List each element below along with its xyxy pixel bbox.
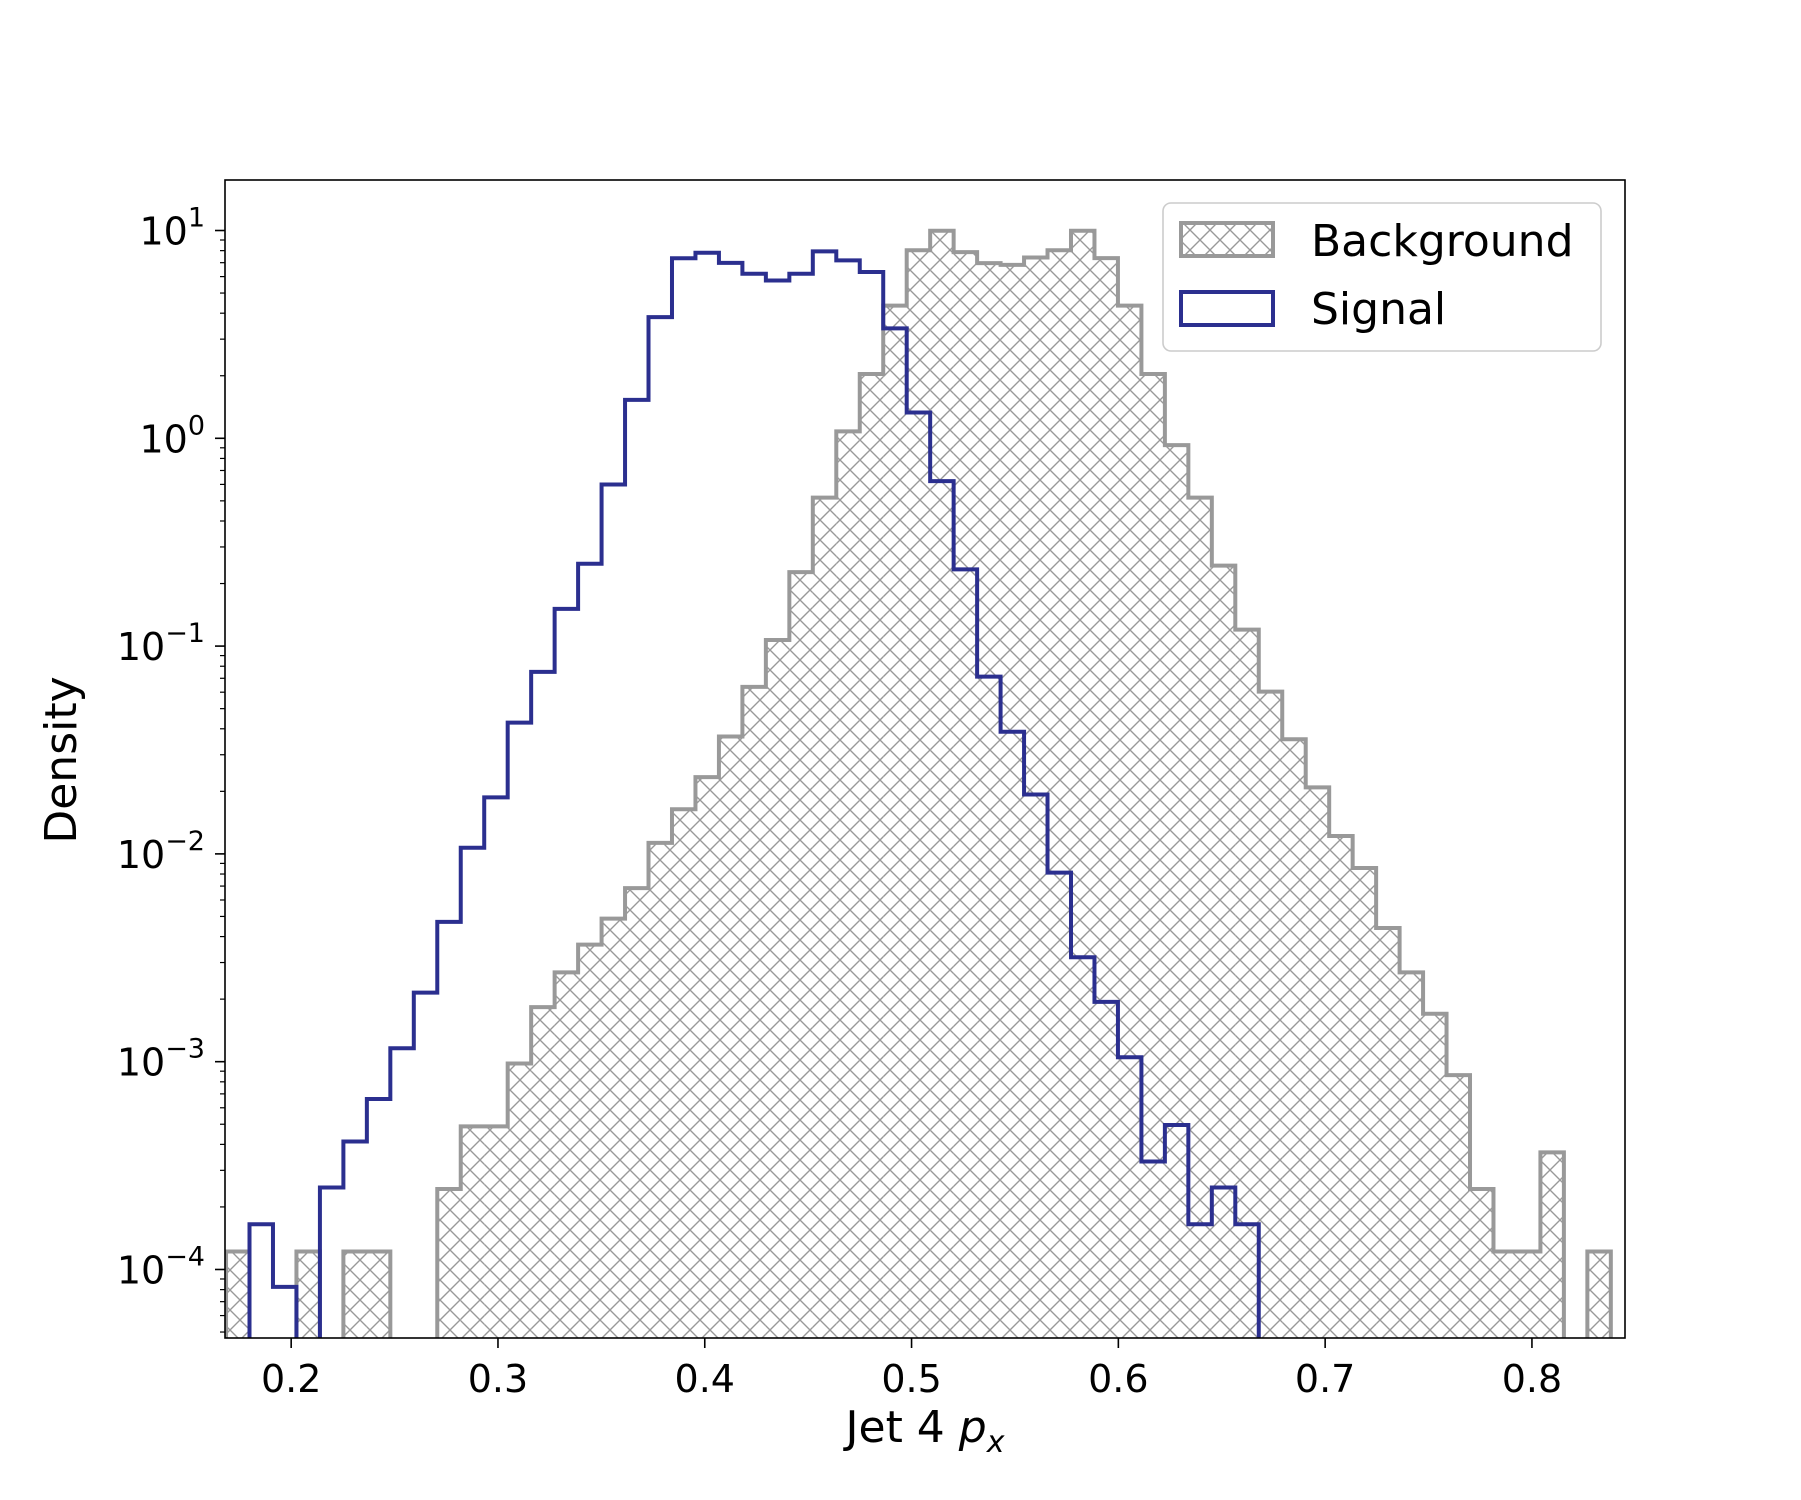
background-bar xyxy=(1376,927,1400,1338)
background-bar xyxy=(1470,1188,1494,1338)
background-bar xyxy=(1399,972,1424,1338)
background-bar xyxy=(930,230,954,1338)
background-bar xyxy=(1070,230,1095,1338)
y-tick-label: 101 xyxy=(139,203,205,254)
y-axis: 101 100 10−1 10−2 10−3 10−4 xyxy=(117,203,225,1333)
y-tick-label: 10−4 xyxy=(117,1241,205,1292)
background-bar xyxy=(1117,305,1142,1338)
y-tick-label: 100 xyxy=(139,410,205,461)
background-bar xyxy=(1423,1013,1447,1338)
background-bar xyxy=(484,1126,508,1338)
y-tick-label: 10−3 xyxy=(117,1034,205,1085)
background-bar xyxy=(1282,739,1306,1338)
background-bar xyxy=(226,1251,250,1338)
background-bar xyxy=(1658,1252,1681,1338)
background-bar xyxy=(906,250,931,1338)
x-tick-label: 0.4 xyxy=(675,1357,735,1401)
x-tick-label: 0.2 xyxy=(261,1357,321,1401)
background-bar xyxy=(1305,787,1330,1338)
signal-outline xyxy=(247,249,1261,1338)
background-bar xyxy=(671,809,696,1338)
background-bar xyxy=(648,842,672,1338)
background-bar xyxy=(1540,1152,1564,1338)
background-bar xyxy=(1634,1252,1657,1338)
background-outline xyxy=(225,228,1613,1338)
legend-swatch-signal xyxy=(1179,290,1275,327)
legend-swatch-background xyxy=(1179,221,1275,258)
background-bar xyxy=(718,736,743,1338)
x-tick-label: 0.8 xyxy=(1502,1357,1562,1401)
x-axis-title: Jet 4 px xyxy=(843,1402,1005,1460)
background-bar xyxy=(859,373,884,1338)
x-axis-title-sub: x xyxy=(986,1425,1005,1460)
background-bar xyxy=(742,686,766,1338)
background-bar xyxy=(765,639,790,1338)
background-bar xyxy=(554,972,579,1338)
background-bar xyxy=(1211,565,1236,1338)
background-bar xyxy=(507,1063,532,1338)
y-axis-title: Density xyxy=(36,676,87,843)
legend-label-signal: Signal xyxy=(1311,284,1446,335)
background-bar xyxy=(601,918,626,1338)
background-bar xyxy=(1000,264,1025,1338)
background-bar xyxy=(1493,1251,1517,1338)
background-bar xyxy=(1352,868,1377,1338)
background-bar xyxy=(1188,497,1212,1338)
background-histogram xyxy=(225,228,1681,1338)
y-tick-label: 10−2 xyxy=(117,826,205,877)
plot-frame xyxy=(224,179,1626,1339)
x-tick-label: 0.3 xyxy=(468,1357,528,1401)
legend-label-background: Background xyxy=(1311,216,1574,267)
background-bar xyxy=(366,1251,391,1338)
background-bar xyxy=(883,305,907,1338)
background-bar xyxy=(1047,250,1071,1338)
background-bar xyxy=(578,944,602,1338)
background-bar xyxy=(437,1188,461,1338)
x-axis: 0.2 0.3 0.4 0.5 0.6 0.7 0.8 xyxy=(261,1338,1562,1401)
x-tick-label: 0.6 xyxy=(1088,1357,1148,1401)
background-bar xyxy=(531,1007,555,1338)
background-bar xyxy=(625,888,649,1338)
signal-histogram xyxy=(247,249,1261,1338)
background-bar xyxy=(695,777,719,1338)
background-bar xyxy=(1235,629,1259,1338)
background-bar xyxy=(789,572,813,1338)
background-bar xyxy=(296,1251,320,1338)
background-bar xyxy=(460,1126,485,1338)
background-bar xyxy=(1024,257,1048,1338)
background-bar xyxy=(1329,835,1353,1338)
background-bar xyxy=(1516,1251,1541,1338)
background-bar xyxy=(1094,258,1118,1338)
background-bar xyxy=(953,252,978,1338)
background-bar xyxy=(1141,373,1165,1338)
x-axis-title-math: p xyxy=(958,1402,987,1453)
y-tick-label: 10−1 xyxy=(117,618,205,669)
background-bar xyxy=(1258,691,1283,1338)
legend: Background Signal xyxy=(1162,202,1602,352)
background-bar xyxy=(836,431,860,1338)
background-bar xyxy=(1164,445,1189,1338)
x-axis-title-text: Jet 4 xyxy=(843,1402,959,1453)
background-bar xyxy=(1587,1251,1611,1338)
background-bar xyxy=(977,263,1001,1338)
plot-area xyxy=(224,179,1681,1339)
background-bar xyxy=(1446,1075,1471,1338)
background-bar xyxy=(812,497,837,1338)
background-bar xyxy=(343,1251,367,1338)
x-tick-label: 0.5 xyxy=(881,1357,941,1401)
x-tick-label: 0.7 xyxy=(1295,1357,1355,1401)
